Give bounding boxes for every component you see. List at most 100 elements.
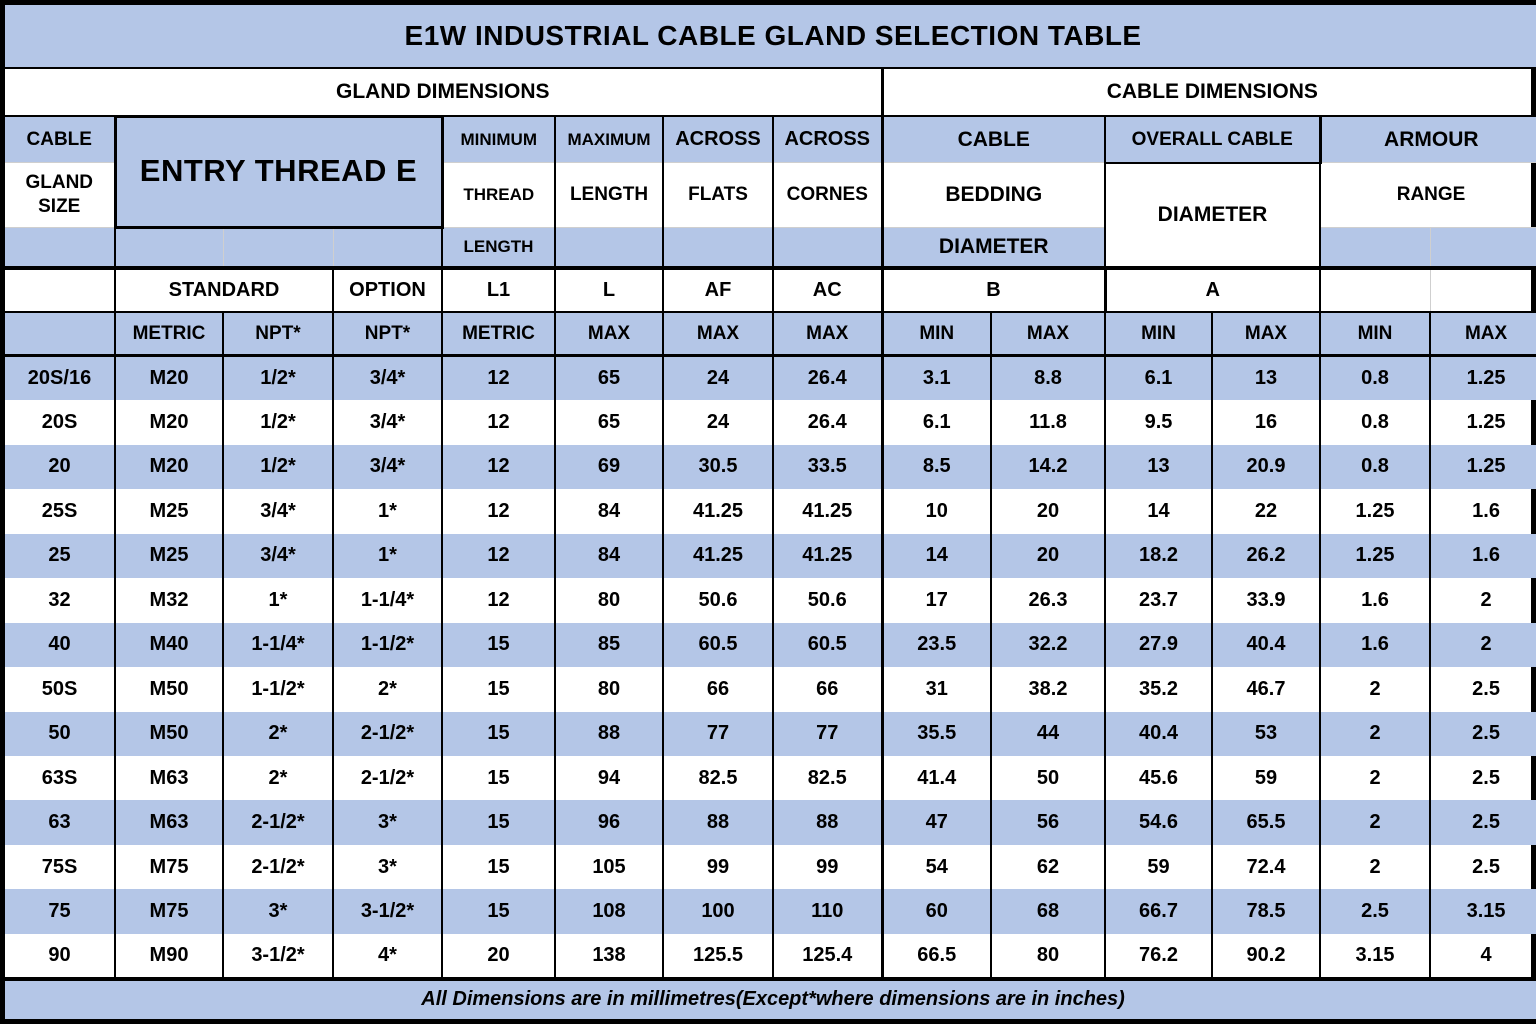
table-row: 63S M63 2* 2-1/2* 15 94 82.5 82.5 41.4 50 45.6 59 2 2… [5, 756, 1536, 801]
subheader-standard: STANDARD [115, 265, 334, 314]
value-cell: 14 [1105, 489, 1213, 534]
value-cell: 1.25 [1466, 411, 1506, 433]
table-row: 32 M32 1* 1-1/4* 12 80 50.6 50.6 17 26.3 23.7 33.9 1… [5, 578, 1536, 623]
value-cell: 2-1/2* [333, 756, 443, 801]
value-cell: 15 [442, 756, 556, 801]
unit-cell: MAX [663, 312, 774, 358]
header-spacer-c3 [333, 227, 443, 268]
value-cell: 3/4* [333, 355, 443, 401]
value-cell: 80 [991, 933, 1106, 979]
table-body: 20S/16 M20 1/2* 3/4* 12 65 24 26.4 3.1 8.8 6.1 13 0.… [5, 355, 1536, 979]
value-cell: 41.25 [663, 489, 774, 534]
units-row: METRIC NPT* NPT* METRIC MAX MAX MAX MIN … [5, 312, 1536, 358]
value-cell: 88 [663, 800, 774, 845]
subheader-spacer-left [5, 265, 116, 314]
unit-cell: MIN [1320, 312, 1431, 358]
value-cell: 80 [555, 578, 664, 623]
value-cell: 33.5 [773, 444, 884, 490]
value-cell: 53 [1212, 711, 1321, 757]
value-cell: M75 [115, 889, 224, 934]
header-spacer-c6 [663, 227, 774, 268]
value-cell: 3-1/2* [223, 933, 334, 979]
row-gland-size-cell: 40 [5, 622, 116, 668]
value-cell: 24 [663, 400, 774, 445]
page-title: E1W INDUSTRIAL CABLE GLAND SELECTION TAB… [5, 5, 1536, 69]
value-cell: 59 [1212, 756, 1321, 801]
header-diameter-bedding: DIAMETER [882, 227, 1106, 268]
value-cell: 50.6 [773, 578, 884, 623]
table-row: 50S M50 1-1/2* 2* 15 80 66 66 31 38.2 35.2 46.7 2 2.5 [5, 667, 1536, 712]
header-across-2: ACROSS [773, 116, 884, 164]
value-cell: 1.25 [1430, 355, 1536, 401]
value-cell: 1* [333, 489, 443, 534]
row-gland-size-cell: 50S [5, 667, 116, 712]
value-cell: 12 [442, 400, 556, 445]
subheader-ac: AC [773, 265, 884, 314]
subheader-a: A [1105, 265, 1321, 314]
value-cell: 60.5 [773, 622, 884, 668]
unit-cell: MAX [555, 312, 664, 358]
value-cell: 99 [773, 844, 884, 890]
row-gland-size-cell: 63 [5, 800, 116, 845]
value-cell: 90.2 [1212, 933, 1321, 979]
value-cell: 66 [773, 667, 884, 712]
value-cell: 3/4* [223, 533, 334, 579]
header-gland-size: GLAND SIZE [5, 162, 116, 228]
value-cell: 110 [773, 889, 884, 934]
value-cell: 2 [1480, 588, 1492, 611]
subheader-l1: L1 [442, 265, 556, 314]
value-cell: 31 [882, 667, 992, 712]
value-cell: 16 [1212, 400, 1321, 445]
value-cell: 60 [882, 889, 992, 934]
table-row: 63 M63 2-1/2* 3* 15 96 88 88 47 56 54.6 65.5 2 2.5 [5, 800, 1536, 845]
header-cornes: CORNES [773, 162, 884, 228]
table-row: 75S M75 2-1/2* 3* 15 105 99 99 54 62 59 72.4 2 2.5 [5, 844, 1536, 890]
value-cell: 20 [991, 533, 1106, 579]
value-cell: 84 [555, 489, 664, 534]
row-gland-size-cell: 90 [5, 933, 116, 979]
row-gland-size-cell: 75S [5, 844, 116, 890]
value-cell: 2* [333, 667, 443, 712]
value-cell: 76.2 [1105, 933, 1213, 979]
table-row: 75 M75 3* 3-1/2* 15 108 100 110 60 68 66.7 78.5 2.5 3… [5, 889, 1536, 934]
value-cell: 35.5 [882, 711, 992, 757]
value-cell: 15 [442, 844, 556, 890]
table-row: 25 M25 3/4* 1* 12 84 41.25 41.25 14 20 18.2 26.2 1.2… [5, 533, 1536, 579]
value-cell: 4* [333, 933, 443, 979]
value-cell: 66.5 [882, 933, 992, 979]
value-cell: 15 [442, 667, 556, 712]
value-cell: 77 [773, 711, 884, 757]
value-cell: 13 [1212, 355, 1321, 401]
value-cell: 47 [882, 800, 992, 845]
value-cell: 20.9 [1212, 444, 1321, 490]
value-cell: 3/4* [223, 489, 334, 534]
value-cell: 40.4 [1105, 711, 1213, 757]
value-cell: M50 [115, 711, 224, 757]
value-cell: 82.5 [773, 756, 884, 801]
value-cell: 2-1/2* [333, 711, 443, 757]
value-cell: 26.2 [1212, 533, 1321, 579]
header-diameter-overall: DIAMETER [1105, 162, 1321, 268]
value-cell: 66.7 [1105, 889, 1213, 934]
value-cell: 1.6 [1430, 533, 1536, 579]
value-cell: M63 [115, 756, 224, 801]
value-cell: 8.5 [882, 444, 992, 490]
value-cell: 99 [663, 844, 774, 890]
value-cell: 12 [442, 444, 556, 490]
value-cell: 15 [442, 889, 556, 934]
value-cell: 69 [555, 444, 664, 490]
table-row: 25S M25 3/4* 1* 12 84 41.25 41.25 10 20 14 22 1.25 1.… [5, 489, 1536, 534]
value-cell: 30.5 [663, 444, 774, 490]
value-cell: 33.9 [1212, 578, 1321, 623]
value-cell: 2.5 [1430, 800, 1536, 845]
subheader-spacer-min [1320, 265, 1431, 314]
value-cell: 41.25 [773, 489, 884, 534]
value-cell: M20 [115, 355, 224, 401]
value-cell: 40.4 [1212, 622, 1321, 668]
header-range: RANGE [1320, 162, 1536, 228]
value-cell: 8.8 [991, 355, 1106, 401]
value-cell: 59 [1105, 844, 1213, 890]
value-cell: 1.6 [1320, 578, 1431, 623]
value-cell: 1-1/2* [333, 622, 443, 668]
header-flats: FLATS [663, 162, 774, 228]
